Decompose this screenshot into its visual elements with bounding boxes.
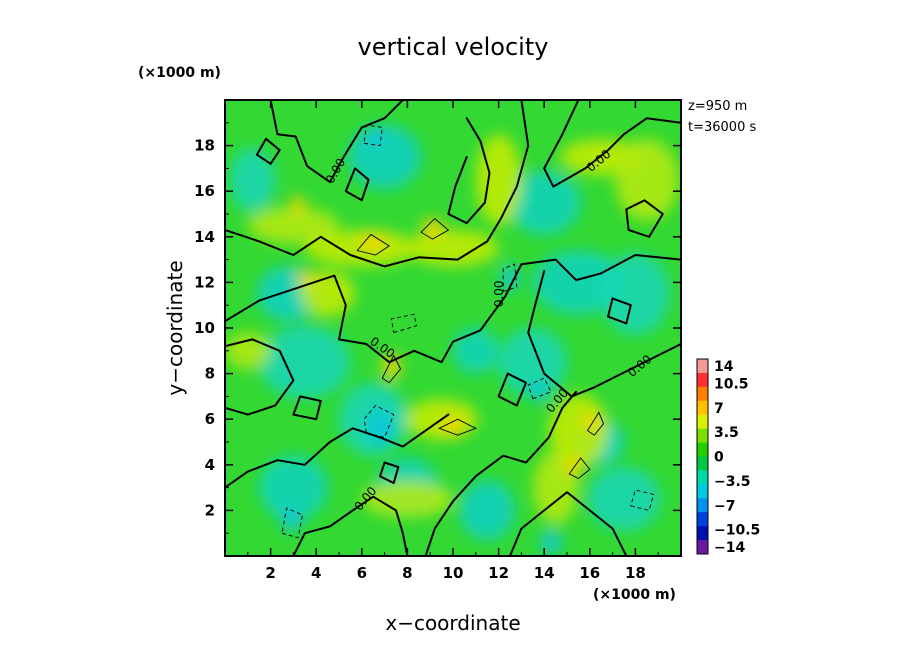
x-tick-label: 14 [534,564,555,582]
y-tick-label: 8 [205,365,215,383]
y-axis-unit: (×1000 m) [138,65,221,81]
zero-contours [225,100,681,556]
colorbar-label: −7 [714,498,735,514]
colorbar-segment [697,372,708,388]
y-tick-label: 10 [194,319,215,337]
time-label: t=36000 s [688,120,756,135]
colorbar-label: −14 [714,540,745,556]
height-label: z=950 m [688,99,747,114]
colorbar-segment [697,428,708,443]
y-tick-label: 6 [205,410,215,428]
x-tick-label: 12 [488,564,509,582]
colorbar-segment [697,386,708,402]
x-axis-label: x−coordinate [385,611,520,635]
colorbar-label: 0 [714,450,724,466]
colorbar-segment [697,484,708,499]
x-tick-label: 18 [625,564,646,582]
y-tick-label: 12 [194,273,215,291]
colorbar-frame [696,358,709,555]
x-tick-label: 4 [311,564,321,582]
contour-label: 0.00 [492,280,506,307]
x-axis-unit: (×1000 m) [593,587,676,603]
x-axis-ticks: 2 4 6 8 10 12 14 16 18 [247,100,659,582]
y-tick-label: 16 [194,182,215,200]
y-axis-label: y−coordinate [163,260,187,395]
colorbar-segment [697,456,708,471]
colorbar-label: 14 [714,359,734,375]
y-tick-label: 18 [194,137,215,155]
x-tick-label: 10 [443,564,464,582]
y-axis-ticks: 2 4 6 8 10 12 14 16 18 [194,122,681,534]
negative-contours [281,124,655,539]
positive-contours [356,217,605,480]
colorbar-label: −3.5 [714,474,751,490]
x-tick-label: 8 [402,564,412,582]
y-tick-label: 14 [194,228,215,246]
colorbar-segment [697,442,708,457]
chart-title: vertical velocity [358,33,549,61]
colorbar-segment [697,512,708,527]
colorbar-label: 7 [714,401,724,417]
x-tick-label: 6 [357,564,367,582]
colorbar-segment [697,540,708,555]
colorbar-label: 3.5 [714,425,739,441]
colorbar-segment [697,526,708,541]
colorbar-segment [697,470,708,485]
colorbar-label: −10.5 [714,523,760,539]
plot-area: 0.00 0.000.000.000.000.000.00 [225,100,681,556]
y-tick-label: 4 [205,456,215,474]
colorbar-segment [697,414,708,429]
colorbar-label: 10.5 [714,376,749,392]
x-tick-label: 16 [579,564,600,582]
y-tick-label: 2 [205,501,215,519]
colorbar-segment [697,359,708,374]
colorbar-segment [697,400,708,416]
colorbar-segment [697,498,708,513]
x-tick-label: 2 [265,564,275,582]
